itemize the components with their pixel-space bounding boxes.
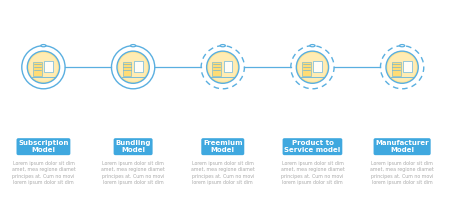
Ellipse shape bbox=[27, 51, 60, 83]
Ellipse shape bbox=[29, 53, 58, 82]
Ellipse shape bbox=[208, 53, 237, 82]
Circle shape bbox=[220, 45, 226, 47]
Text: Product to
Service model: Product to Service model bbox=[284, 140, 341, 153]
Text: Lorem ipsum dolor sit dim
amet, mea regione diamet
principes at. Cum no movi
lor: Lorem ipsum dolor sit dim amet, mea regi… bbox=[370, 161, 434, 185]
Circle shape bbox=[399, 45, 404, 47]
Text: Lorem ipsum dolor sit dim
amet, mea regione diamet
principes at. Cum no movi
lor: Lorem ipsum dolor sit dim amet, mea regi… bbox=[191, 161, 255, 185]
Text: Lorem ipsum dolor sit dim
amet, mea regione diamet
principes at. Cum no movi
lor: Lorem ipsum dolor sit dim amet, mea regi… bbox=[101, 161, 165, 185]
Text: Lorem ipsum dolor sit dim
amet, mea regione diamet
principes at. Cum no movi
lor: Lorem ipsum dolor sit dim amet, mea regi… bbox=[281, 161, 344, 185]
Ellipse shape bbox=[298, 53, 327, 82]
Ellipse shape bbox=[118, 53, 148, 82]
Ellipse shape bbox=[386, 51, 418, 83]
FancyBboxPatch shape bbox=[224, 61, 233, 72]
FancyBboxPatch shape bbox=[391, 62, 400, 76]
Ellipse shape bbox=[388, 53, 417, 82]
Circle shape bbox=[310, 45, 315, 47]
Text: Bundling
Model: Bundling Model bbox=[116, 140, 151, 153]
FancyBboxPatch shape bbox=[33, 62, 42, 76]
Ellipse shape bbox=[117, 51, 149, 83]
Text: Manufacturer
Model: Manufacturer Model bbox=[375, 140, 429, 153]
Text: Freemium
Model: Freemium Model bbox=[203, 140, 242, 153]
FancyBboxPatch shape bbox=[44, 61, 53, 72]
Ellipse shape bbox=[296, 51, 329, 83]
FancyBboxPatch shape bbox=[403, 61, 412, 72]
FancyBboxPatch shape bbox=[123, 62, 131, 76]
FancyBboxPatch shape bbox=[302, 62, 311, 76]
Circle shape bbox=[130, 45, 136, 47]
Circle shape bbox=[41, 45, 46, 47]
FancyBboxPatch shape bbox=[212, 62, 221, 76]
FancyBboxPatch shape bbox=[134, 61, 143, 72]
Ellipse shape bbox=[206, 51, 239, 83]
Text: Subscription
Model: Subscription Model bbox=[18, 140, 69, 153]
FancyBboxPatch shape bbox=[313, 61, 322, 72]
Text: Lorem ipsum dolor sit dim
amet, mea regione diamet
principes at. Cum no movi
lor: Lorem ipsum dolor sit dim amet, mea regi… bbox=[12, 161, 75, 185]
